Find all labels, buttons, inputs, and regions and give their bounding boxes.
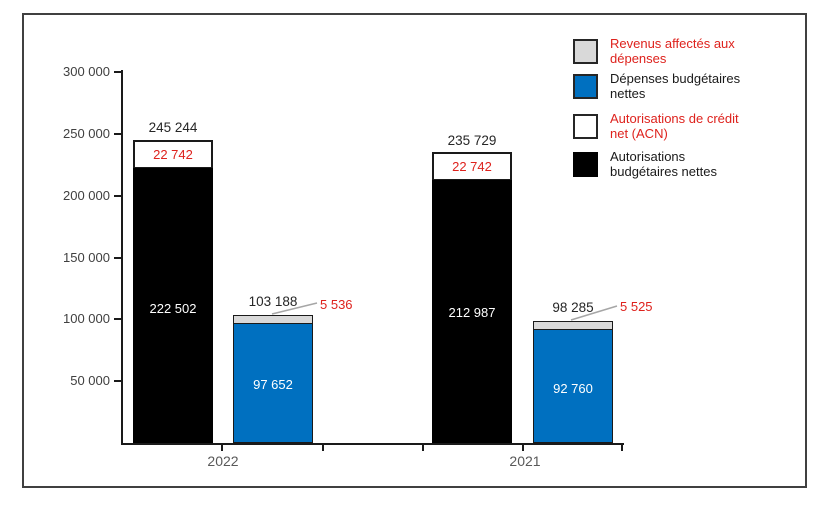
x-tick-mark <box>322 445 324 451</box>
legend-label-line: Revenus affectés aux <box>610 36 735 51</box>
legend-label-line: net (ACN) <box>610 126 668 141</box>
y-tick-mark <box>114 318 122 320</box>
bar-value-label-acn-2021: 22 742 <box>452 159 492 174</box>
y-tick-mark <box>114 380 122 382</box>
legend-swatch-autorisations <box>573 152 598 177</box>
y-axis-line <box>121 70 123 445</box>
x-category-label-2022: 2022 <box>207 453 239 469</box>
y-tick-mark <box>114 133 122 135</box>
bar-segment-abn-2022 <box>133 168 213 443</box>
bar-value-label-dbn-2021: 92 760 <box>553 381 593 396</box>
legend-label-line: Dépenses budgétaires <box>610 71 741 86</box>
legend-label-line: Autorisations de crédit <box>610 111 739 126</box>
legend-label-line: Autorisations <box>610 149 686 164</box>
bar-segment-dbn-2022 <box>233 323 313 443</box>
y-tick-label: 200 000 <box>63 188 110 203</box>
y-tick-mark <box>114 257 122 259</box>
bar-value-label-abn-2022: 222 502 <box>149 301 197 316</box>
x-tick-mark <box>522 445 524 451</box>
x-axis-line <box>121 443 624 445</box>
y-tick-label: 100 000 <box>63 311 110 326</box>
legend-label-acn: Autorisations de crédit net (ACN) <box>610 111 795 141</box>
legend-label-revenus: Revenus affectés aux dépenses <box>610 36 795 66</box>
bar-segment-abn-2021 <box>432 180 512 443</box>
bar-total-label-autorisations-2022: 245 244 <box>148 120 198 135</box>
x-tick-mark <box>221 445 223 451</box>
x-tick-mark <box>621 445 623 451</box>
legend-swatch-depenses <box>573 74 598 99</box>
bar-segment-dbn-2021 <box>533 329 613 443</box>
y-tick-label: 250 000 <box>63 126 110 141</box>
legend-label-depenses: Dépenses budgétaires nettes <box>610 71 795 101</box>
legend-swatch-acn <box>573 114 598 139</box>
bar-value-label-dbn-2022: 97 652 <box>253 377 293 392</box>
bar-total-label-depenses-2022: 103 188 <box>248 294 298 309</box>
y-tick-label: 300 000 <box>63 64 110 79</box>
bar-total-label-depenses-2021: 98 285 <box>552 300 594 315</box>
legend-label-line: dépenses <box>610 51 667 66</box>
legend-label-line: nettes <box>610 86 646 101</box>
callout-label-revenus-2021: 5 525 <box>620 299 653 314</box>
callout-label-revenus-2022: 5 536 <box>320 297 353 312</box>
x-category-label-2021: 2021 <box>509 453 541 469</box>
legend-label-line: budgétaires nettes <box>610 164 717 179</box>
bar-total-label-autorisations-2021: 235 729 <box>447 133 497 148</box>
y-tick-mark <box>114 71 122 73</box>
y-tick-mark <box>114 195 122 197</box>
bar-value-label-abn-2021: 212 987 <box>448 305 496 320</box>
y-tick-label: 50 000 <box>70 373 110 388</box>
legend-label-autorisations: Autorisations budgétaires nettes <box>610 149 795 179</box>
y-tick-label: 150 000 <box>63 250 110 265</box>
legend-swatch-revenus <box>573 39 598 64</box>
bar-value-label-acn-2022: 22 742 <box>153 147 193 162</box>
x-tick-mark <box>422 445 424 451</box>
